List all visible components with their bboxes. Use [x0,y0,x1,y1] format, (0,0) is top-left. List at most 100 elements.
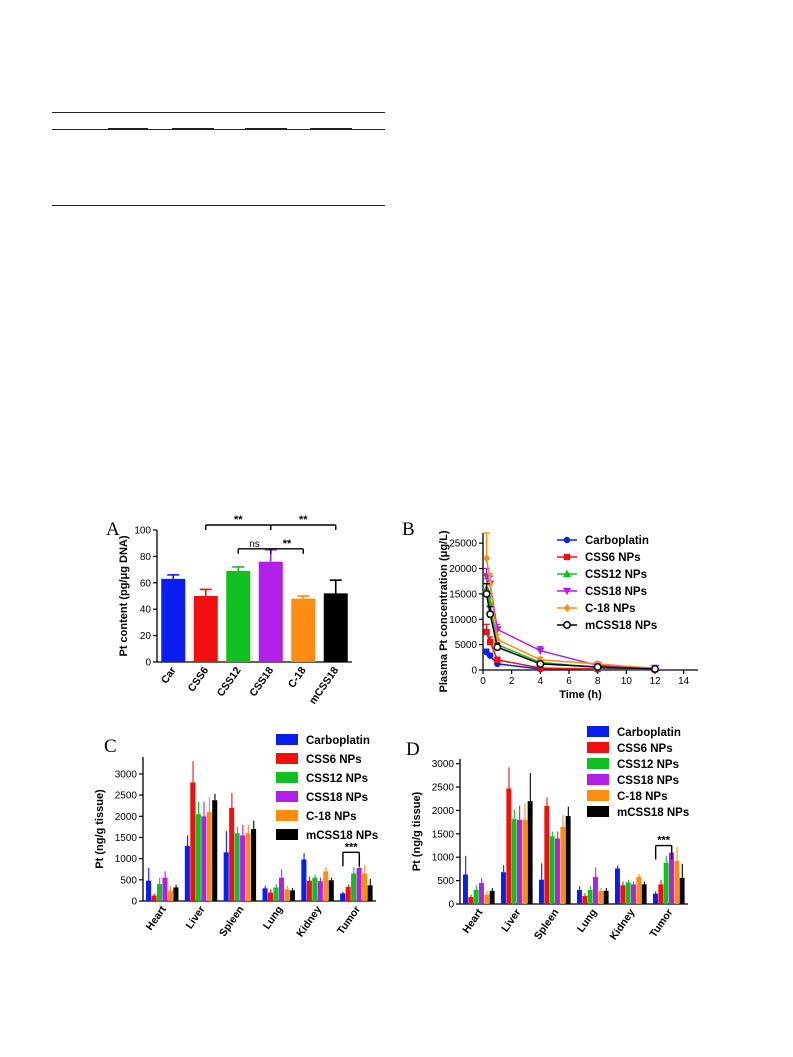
data-point-b [494,656,501,664]
x-tick-label-b: 10 [621,676,633,687]
table-header-segment [245,128,287,130]
x-tick-label-b: 0 [480,676,486,687]
bar-d [577,889,582,904]
bar-d [625,882,631,904]
bar-d [522,819,528,904]
data-point-b [483,554,490,563]
panel-label-a: A [106,519,120,540]
category-label-a: mCSS18 [307,665,341,707]
bar-d [679,877,685,904]
legend-label-b: Carboplatin [585,535,649,547]
y-tick-label-b: 20000 [449,564,477,575]
data-point-b [537,664,544,672]
y-tick-label-c: 2000 [115,812,138,823]
y-tick-label-b: 10000 [449,615,477,626]
bar-c [190,782,196,901]
bar-c [146,880,152,901]
data-point-b [563,553,571,561]
category-label-d: Liver [499,907,523,934]
y-tick-label-d: 2500 [432,783,455,794]
bar-c [184,845,190,901]
y-tick-label-b: 5000 [455,640,478,651]
data-point-b [486,610,495,619]
bar-c [328,880,334,901]
legend-label-c: CSS6 NPs [306,754,362,766]
legend-label-c: mCSS18 NPs [306,830,378,842]
y-tick-label-d: 2000 [432,806,455,817]
bar-d [517,819,522,904]
bar-c [212,800,218,901]
bar-c [301,859,307,901]
y-tick-label-c: 500 [120,875,137,886]
bar-c [173,887,179,901]
legend-label-b: CSS6 NPs [585,552,641,564]
bar-d [527,801,533,904]
legend-label-c: Carboplatin [306,735,370,747]
data-point-b [651,665,659,673]
y-tick-label-a: 80 [140,552,152,563]
bar-d [539,879,544,904]
data-point-b [482,589,491,598]
bar-d [549,836,555,904]
category-label-a: CSS18 [247,665,276,699]
bar-d [484,894,490,904]
bar-c [156,884,163,901]
bar-c [195,814,201,901]
significance-label-a: ns [249,539,260,550]
bar-d [663,862,669,904]
y-tick-label-d: 0 [448,900,454,911]
bar-c [312,877,318,901]
bar-c [206,812,212,901]
category-label-c: Tumor [335,904,363,937]
legend-swatch-d [587,790,609,801]
data-point-b [486,579,494,588]
legend-swatch-c [276,791,298,802]
bar-c [262,888,268,901]
data-point-b [562,569,572,578]
legend-label-c: C-18 NPs [306,811,357,823]
legend-swatch-d [587,742,609,753]
category-label-d: Kidney [608,907,638,943]
category-label-d: Lung [575,907,600,935]
category-label-a: CSS6 [186,665,212,694]
bar-a [291,598,316,662]
bar-d [473,889,479,904]
bar-c [151,895,157,901]
legend-swatch-c [276,829,298,840]
bar-d [631,884,636,904]
y-tick-label-d: 1500 [432,829,455,840]
bar-d [544,805,550,904]
y-tick-label-b: 15000 [449,589,477,600]
bar-c [234,833,240,901]
bar-d [489,890,495,904]
legend-swatch-d [587,758,609,769]
bar-c [162,877,168,901]
bar-d [587,889,593,904]
category-label-c: Heart [144,903,170,932]
y-tick-label-b: 0 [471,666,477,677]
legend-label-b: mCSS18 NPs [585,620,657,632]
y-tick-label-a: 20 [140,631,152,642]
bar-d [511,818,517,904]
panel-label-d: D [406,739,420,760]
bar-d [615,868,620,904]
y-tick-label-c: 1000 [115,854,138,865]
legend-label-b: C-18 NPs [585,603,636,615]
bar-c [340,893,346,901]
bar-c [351,873,357,901]
data-point-b [537,655,544,665]
legend-label-d: C-18 NPs [617,791,668,803]
y-tick-label-c: 2500 [115,791,138,802]
y-axis-label-d: Pt (ng/g tissue) [411,791,423,871]
bar-d [641,884,647,904]
data-point-b [536,647,545,655]
bar-c [278,877,284,901]
bar-d [506,788,512,904]
table-top-rule [52,112,385,113]
bar-c [245,833,251,901]
bar-c [267,892,274,901]
y-tick-label-a: 40 [140,605,152,616]
y-tick-label-a: 60 [140,578,152,589]
bar-d [653,893,658,904]
bar-d [593,876,598,904]
